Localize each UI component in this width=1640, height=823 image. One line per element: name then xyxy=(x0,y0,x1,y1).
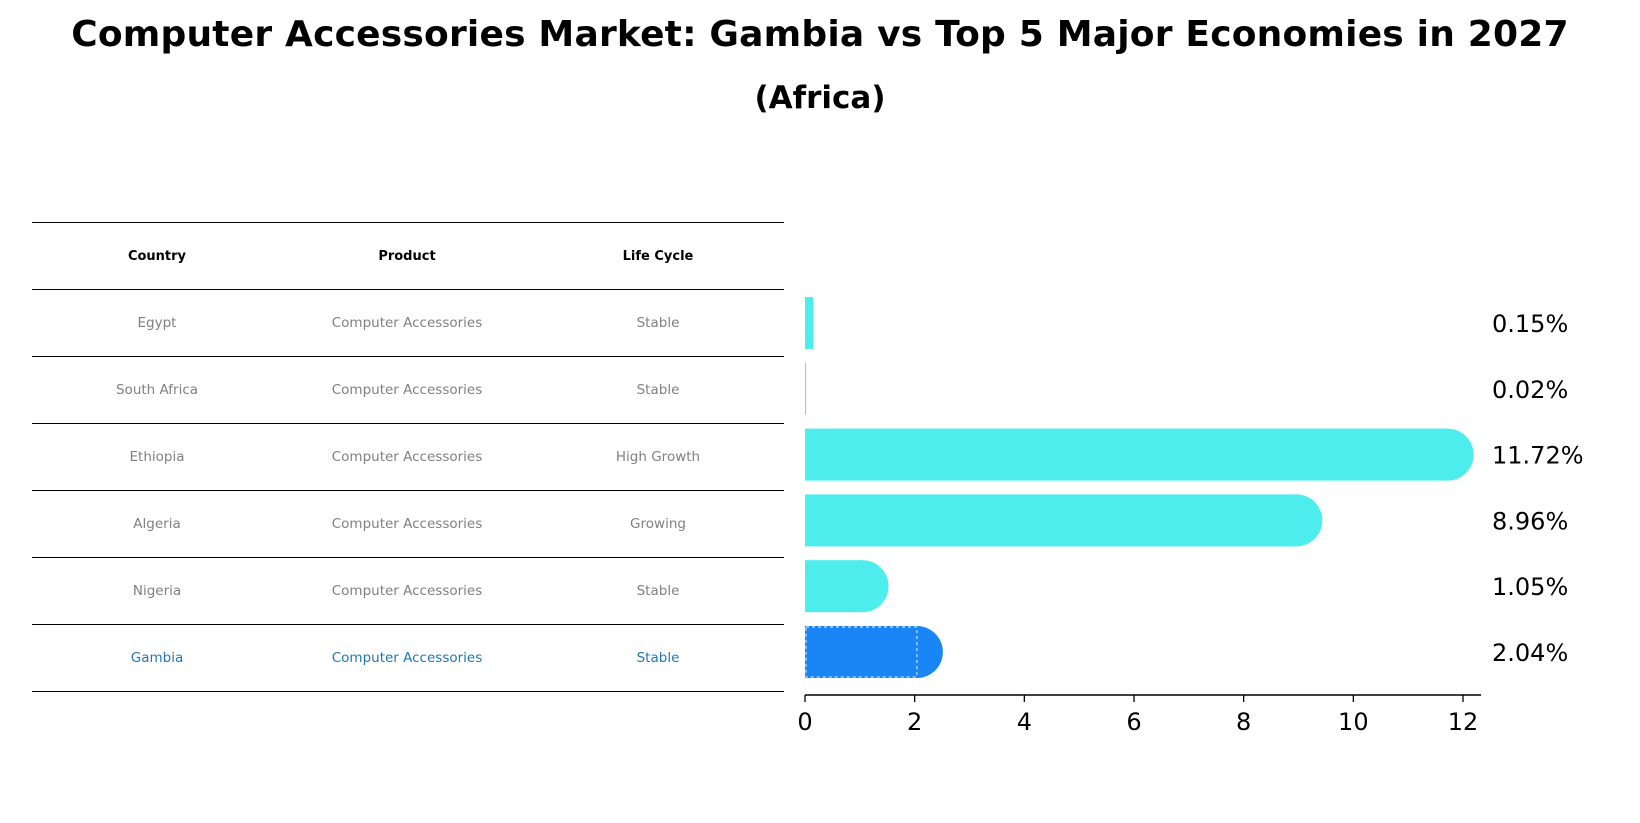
x-tick-label-0: 0 xyxy=(797,708,812,736)
table-header-row: Country Product Life Cycle xyxy=(32,222,784,290)
bar-ethiopia xyxy=(805,428,1448,481)
bar-outline-gambia xyxy=(805,626,918,678)
cell-product: Computer Accessories xyxy=(282,624,532,692)
table-row: South Africa Computer Accessories Stable xyxy=(32,356,784,424)
x-tick-label-6: 6 xyxy=(1126,708,1141,736)
cell-product: Computer Accessories xyxy=(282,490,532,558)
bar-south-africa xyxy=(805,362,807,415)
cell-product: Computer Accessories xyxy=(282,423,532,491)
header-product: Product xyxy=(282,222,532,290)
x-tick-label-10: 10 xyxy=(1338,708,1369,736)
comparison-table: Country Product Life Cycle Egypt Compute… xyxy=(32,222,784,692)
cell-life-cycle: Growing xyxy=(532,490,784,558)
value-label-gambia: 2.04% xyxy=(1492,639,1568,667)
value-label-nigeria: 1.05% xyxy=(1492,573,1568,601)
cell-country: Gambia xyxy=(32,624,282,692)
value-label-algeria: 8.96% xyxy=(1492,507,1568,535)
cell-country: South Africa xyxy=(32,356,282,424)
cell-life-cycle: Stable xyxy=(532,624,784,692)
bar-cap-gambia xyxy=(890,626,943,678)
bar-egypt xyxy=(805,297,814,349)
cell-country: Nigeria xyxy=(32,557,282,625)
x-tick-label-4: 4 xyxy=(1017,708,1032,736)
table-row: Ethiopia Computer Accessories High Growt… xyxy=(32,423,784,491)
bar-cap-ethiopia xyxy=(1421,428,1474,481)
cell-product: Computer Accessories xyxy=(282,557,532,625)
x-tick-label-12: 12 xyxy=(1448,708,1479,736)
cell-life-cycle: Stable xyxy=(532,289,784,357)
x-tick-label-2: 2 xyxy=(907,708,922,736)
cell-country: Ethiopia xyxy=(32,423,282,491)
cell-product: Computer Accessories xyxy=(282,289,532,357)
bar-algeria xyxy=(805,494,1297,547)
cell-country: Algeria xyxy=(32,490,282,558)
value-label-egypt: 0.15% xyxy=(1492,310,1568,338)
cell-product: Computer Accessories xyxy=(282,356,532,424)
cell-life-cycle: Stable xyxy=(532,356,784,424)
table-row: Egypt Computer Accessories Stable xyxy=(32,289,784,357)
bar-cap-nigeria xyxy=(836,560,889,613)
value-label-south-africa: 0.02% xyxy=(1492,376,1568,404)
x-tick-label-8: 8 xyxy=(1236,708,1251,736)
table-row: Nigeria Computer Accessories Stable xyxy=(32,557,784,625)
cell-life-cycle: Stable xyxy=(532,557,784,625)
table-row: Algeria Computer Accessories Growing xyxy=(32,490,784,558)
table-row-highlight: Gambia Computer Accessories Stable xyxy=(32,624,784,692)
value-label-ethiopia: 11.72% xyxy=(1492,442,1584,470)
header-life-cycle: Life Cycle xyxy=(532,222,784,290)
chart-subtitle: (Africa) xyxy=(754,80,886,116)
cell-life-cycle: High Growth xyxy=(532,423,784,491)
header-country: Country xyxy=(32,222,282,290)
chart-title: Computer Accessories Market: Gambia vs T… xyxy=(71,14,1569,55)
bar-cap-algeria xyxy=(1270,494,1323,547)
cell-country: Egypt xyxy=(32,289,282,357)
